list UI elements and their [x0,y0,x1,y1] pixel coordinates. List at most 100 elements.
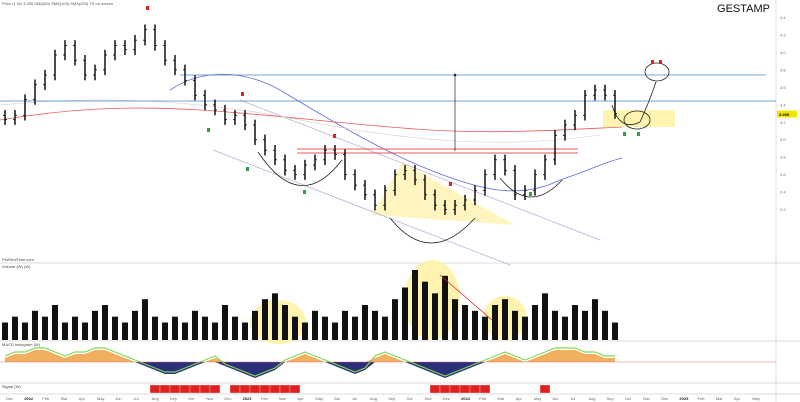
ohlc-bar [563,119,567,141]
ohlc-bar [603,84,607,101]
x-tick-label: Aug [370,396,377,401]
volume-bar [242,322,248,340]
volume-bar [372,310,378,340]
chart-legend: Price (1 W) 3.295 SMA(50) SMA(100) SMA(2… [2,1,114,6]
signal-block [259,384,271,394]
x-tick-label: Jun [552,396,558,401]
signal-block [209,384,221,394]
signal-block [289,384,301,394]
x-tick-label: Apr [734,396,741,401]
ohlc-bar [593,84,597,101]
ohlc-bar [93,64,97,81]
arc-3 [499,177,563,198]
volume-bar [402,287,408,340]
target-dot [453,73,457,77]
last-price-badge [777,110,797,118]
volume-bar [452,299,458,340]
volume-trendline [439,274,493,321]
volume-bar [312,310,318,340]
volume-bar [432,293,438,340]
ohlc-bar [283,154,287,176]
sell-signal-icon [146,6,149,10]
x-axis-ticks: Dec 2022 Feb Mar Apr May Jun Jul Aug Sep Oct Nov Dec… [6,396,760,401]
ohlc-bar [193,75,197,101]
ohlc-bar [163,40,167,66]
volume-bar [52,305,58,340]
x-tick-label: Apr [79,396,86,401]
ohlc-bar [243,110,247,131]
signal-block [269,384,281,394]
x-tick-label: Nov [425,396,432,401]
y-tick-label: 2.2 [780,207,786,212]
volume-bar [152,316,158,340]
x-tick-label: Feb [261,396,269,401]
x-tick-label: May [534,396,542,401]
ohlc-bar [323,144,327,166]
x-tick-label: Oct [406,396,413,401]
volume-bar [562,316,568,340]
sell-signal-icon [449,182,452,186]
y-tick-label: 3.2 [780,120,786,125]
volume-bar [302,322,308,340]
signal-block [469,384,481,394]
x-tick-label: Feb [479,396,487,401]
ohlc-bar [483,169,487,196]
x-tick-label: Mar [497,396,505,401]
indicator-negative-area [5,362,615,378]
ohlc-bar [3,110,7,125]
sell-signal-icon [241,92,244,96]
ohlc-bar [123,40,127,56]
sma-red-line [0,107,623,133]
x-tick-label: 2025 [679,396,689,401]
volume-bar [472,310,478,340]
ohlc-bar [133,34,137,56]
arc-2 [389,217,476,244]
signal-block [479,384,491,394]
sell-signal-icon [659,60,662,64]
sma-blue-line [169,73,623,192]
x-tick-label: May [752,396,760,401]
support-zone [603,110,675,127]
ohlc-bar [223,104,227,125]
volume-bar [552,310,558,340]
channel-lower [212,149,511,266]
volume-bar [462,305,468,340]
ohlc-bar [543,154,547,180]
indicator-positive-area [5,350,615,362]
signal-block [429,384,441,394]
ohlc-bar [233,110,237,125]
buy-signal-icon [246,167,249,171]
signal-block [179,384,191,394]
volume-bar [342,310,348,340]
volume-bar [62,322,68,340]
ohlc-bar [533,169,537,196]
y-tick-label: 4.0 [780,50,786,55]
signal-block [249,384,261,394]
x-tick-label: Apr [516,396,523,401]
volume-bar [102,305,108,340]
ohlc-bar [413,165,417,186]
ohlc-bars [3,24,617,215]
ohlc-bar [183,64,187,86]
buy-signal-icon [303,190,306,194]
y-tick-label: 2.6 [780,172,786,177]
volume-bar [482,316,488,340]
ohlc-bar [383,185,387,211]
ohlc-bar [473,185,477,206]
volume-bar [262,299,268,340]
ohlc-bar [573,110,577,131]
volume-bar [142,299,148,340]
ohlc-bar [213,99,217,116]
ohlc-bar [103,49,107,76]
x-tick-label: Jun [115,396,121,401]
indicator-signal-line [4,347,615,377]
volume-bar [582,310,588,340]
volume-bar [522,316,528,340]
x-tick-label: 2024 [461,396,471,401]
y-tick-label: 3.6 [780,85,786,90]
x-tick-label: 2023 [243,396,253,401]
ohlc-bar [83,55,87,81]
x-tick-label: Sep [607,396,615,401]
volume-bar [122,322,128,340]
